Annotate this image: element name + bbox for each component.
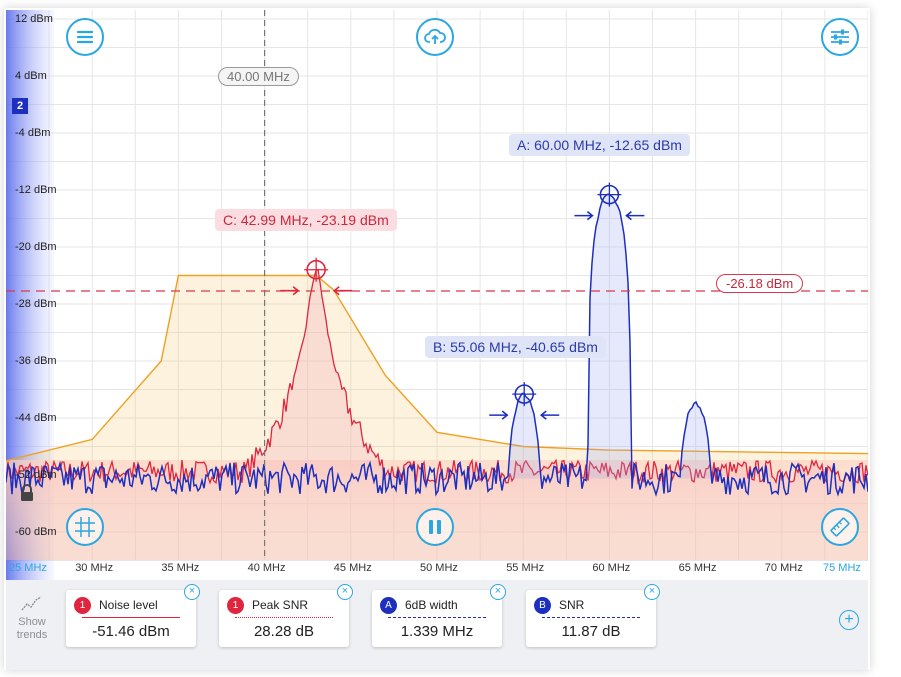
- x-tick-label: 45 MHz: [333, 562, 372, 574]
- measurement-card[interactable]: 1 Peak SNR 28.28 dB ×: [219, 584, 353, 647]
- y-tick-label: -60 dBm: [15, 526, 57, 538]
- grid-button[interactable]: [66, 508, 104, 546]
- series-layer: [6, 193, 868, 560]
- y-tick-label: 4 dBm: [15, 70, 47, 82]
- measurement-card[interactable]: B SNR 11.87 dB ×: [526, 584, 660, 647]
- measurement-title: SNR: [559, 598, 585, 612]
- cloud-upload-icon: [424, 28, 446, 44]
- grid-crosshair-icon: [75, 517, 95, 537]
- red-trace-fill: [6, 269, 868, 560]
- sliders-icon: [831, 29, 849, 45]
- measurement-value: 1.339 MHz: [400, 623, 474, 640]
- pause-button[interactable]: [416, 508, 454, 546]
- y-tick-label: -12 dBm: [15, 184, 57, 196]
- measurement-title: Noise level: [99, 598, 158, 612]
- show-trends-label-2: trends: [16, 629, 48, 641]
- marker-arrow-left: [574, 211, 594, 221]
- blue-peak-fill: [588, 194, 630, 479]
- cloud-upload-button[interactable]: [416, 18, 454, 56]
- show-trends-label-1: Show: [18, 616, 46, 628]
- measurement-value: 28.28 dB: [253, 623, 315, 640]
- x-tick-label: 75 MHz: [823, 562, 861, 574]
- measurement-trace-badge: A: [380, 597, 397, 614]
- y-tick-label: -28 dBm: [15, 298, 57, 310]
- trend-chart-icon: [21, 596, 42, 611]
- x-tick-label: 50 MHz: [420, 562, 458, 574]
- y-tick-label: -36 dBm: [15, 355, 57, 367]
- menu-button[interactable]: [66, 18, 104, 56]
- close-circle-icon[interactable]: ×: [644, 584, 660, 600]
- x-tick-label: 55 MHz: [506, 562, 545, 574]
- add-measurement-button[interactable]: +: [839, 610, 859, 630]
- overlay-layer: [6, 10, 868, 560]
- measurement-title: 6dB width: [405, 598, 458, 612]
- marker-arrow-right: [332, 286, 353, 296]
- measurement-trace-badge: 1: [74, 597, 91, 614]
- spectrum-svg[interactable]: [6, 10, 868, 580]
- marker-b-label[interactable]: B: 55.06 MHz, -40.65 dBm: [425, 336, 606, 358]
- show-trends-button[interactable]: Show trends: [14, 596, 50, 642]
- y-tick-label: 12 dBm: [15, 13, 53, 25]
- x-tick-label: 35 MHz: [161, 562, 200, 574]
- x-tick-label: 25 MHz: [9, 562, 47, 574]
- lock-icon: [21, 484, 33, 501]
- threshold-level-tag[interactable]: -26.18 dBm: [716, 274, 804, 293]
- measurement-card[interactable]: A 6dB width 1.339 MHz ×: [372, 584, 506, 647]
- hamburger-menu-icon: [76, 30, 94, 44]
- measurement-line-style: [235, 617, 333, 618]
- ruler-icon: [830, 517, 850, 537]
- measurement-line-style: [82, 617, 180, 618]
- lock-button[interactable]: [19, 484, 35, 507]
- close-circle-icon[interactable]: ×: [490, 584, 506, 600]
- add-circle-icon: +: [844, 611, 854, 628]
- settings-button[interactable]: [821, 18, 859, 56]
- orange-trace: [6, 274, 868, 462]
- trace-2-badge[interactable]: 2: [12, 98, 28, 114]
- measurement-trace-badge: 1: [227, 597, 244, 614]
- measurement-card[interactable]: 1 Noise level -51.46 dBm ×: [66, 584, 200, 647]
- close-circle-icon[interactable]: ×: [337, 584, 353, 600]
- x-tick-label: 60 MHz: [592, 562, 631, 574]
- marker-arrow-left: [280, 286, 300, 296]
- marker-arrow-left: [489, 410, 509, 420]
- measurement-value: 11.87 dB: [561, 623, 621, 640]
- measurement-line-style: [388, 617, 486, 618]
- measurement-line-style: [542, 617, 640, 618]
- y-tick-label: -44 dBm: [15, 412, 57, 424]
- y-tick-label: -20 dBm: [15, 241, 57, 253]
- x-tick-label: 70 MHz: [764, 562, 803, 574]
- spectrum-plot[interactable]: 12 dBm 4 dBm -4 dBm -12 dBm -20 dBm -28 dBm -3…: [6, 10, 868, 580]
- marker-arrow-right: [625, 211, 645, 221]
- marker-c-label[interactable]: C: 42.99 MHz, -23.19 dBm: [215, 209, 397, 231]
- measurement-title: Peak SNR: [252, 598, 309, 612]
- y-tick-label: -4 dBm: [15, 127, 51, 139]
- orange-trace-fill: [6, 275, 868, 560]
- cursor-frequency-tag[interactable]: 40.00 MHz: [218, 67, 299, 86]
- y-tick-label: -52 dBm: [15, 469, 57, 481]
- close-circle-icon[interactable]: ×: [184, 584, 200, 600]
- marker-a-label[interactable]: A: 60.00 MHz, -12.65 dBm: [509, 134, 690, 156]
- x-tick-label: 65 MHz: [678, 562, 717, 574]
- x-tick-label: 40 MHz: [247, 562, 286, 574]
- red-trace: [6, 268, 868, 485]
- measurement-value: -51.46 dBm: [92, 623, 170, 640]
- pause-icon: [429, 520, 441, 534]
- measurement-trace-badge: B: [534, 597, 551, 614]
- measurement-bar: Show trends 1 Noise level -51.46 dBm × 1 Peak…: [6, 580, 868, 670]
- marker-arrow-right: [539, 410, 560, 420]
- blue-trace: [6, 193, 868, 497]
- ruler-button[interactable]: [821, 508, 859, 546]
- x-tick-label: 30 MHz: [75, 562, 114, 574]
